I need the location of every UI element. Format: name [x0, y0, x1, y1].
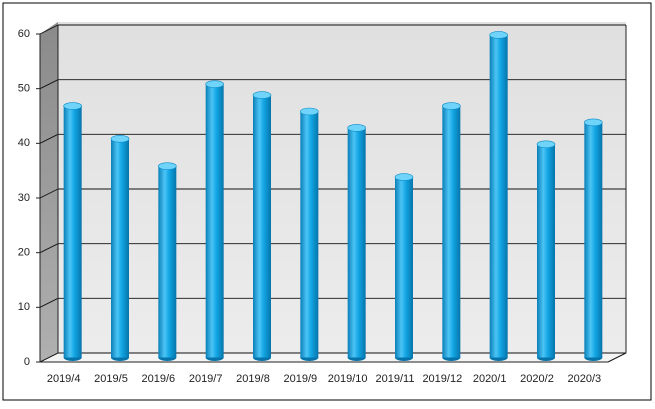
bar	[489, 34, 508, 358]
x-tick-label: 2019/11	[376, 373, 415, 385]
bar-cap	[584, 118, 603, 127]
bar	[111, 138, 129, 358]
bar	[537, 144, 555, 358]
bar-cap	[347, 124, 366, 132]
bar	[300, 111, 319, 358]
x-tick-label: 2019/6	[142, 373, 176, 385]
bar	[205, 84, 224, 358]
x-tick-label: 2019/12	[422, 373, 462, 385]
grid-line-side	[39, 24, 59, 35]
bar	[253, 95, 271, 358]
bar-cap	[489, 31, 508, 39]
bar-cap	[442, 102, 461, 110]
grid-line-side	[39, 297, 59, 308]
y-tick-label: 0	[24, 356, 30, 368]
x-tick-label: 2020/3	[568, 373, 602, 385]
bar	[347, 127, 366, 358]
grid-line-side	[39, 79, 59, 90]
y-tick-label: 10	[18, 301, 30, 313]
y-tick-label: 20	[18, 247, 30, 259]
bar-cap	[110, 135, 130, 143]
y-tick-label: 60	[18, 28, 30, 40]
x-tick-label: 2019/4	[47, 373, 81, 385]
grid-line-side	[39, 352, 59, 363]
x-tick-label: 2020/1	[473, 373, 507, 385]
y-tick-label: 30	[18, 192, 30, 204]
side-wall	[40, 22, 58, 362]
x-tick-label: 2019/8	[236, 373, 270, 385]
x-tick-label: 2019/5	[94, 373, 128, 385]
bar-cap	[300, 107, 319, 116]
bar-cap	[394, 173, 414, 181]
x-tick-label: 2019/10	[328, 373, 368, 385]
bar-cap	[158, 162, 177, 170]
bar	[63, 106, 82, 358]
bar	[442, 106, 461, 358]
bar	[158, 166, 177, 358]
grid-line-side	[39, 243, 59, 254]
bar	[584, 122, 603, 358]
bar-cap	[205, 80, 224, 88]
bar	[395, 177, 413, 358]
back-edge	[607, 352, 627, 363]
x-tick-label: 2020/2	[520, 373, 554, 385]
y-tick-label: 40	[18, 137, 30, 149]
back-wall	[58, 22, 626, 353]
x-tick-label: 2019/7	[189, 373, 223, 385]
bar-cap	[536, 140, 556, 149]
grid-line-side	[39, 133, 59, 144]
grid-line-side	[39, 188, 59, 199]
y-tick-label: 50	[18, 83, 30, 95]
bar-cap	[63, 102, 82, 110]
bar-cap	[252, 91, 272, 99]
x-tick-label: 2019/9	[284, 373, 318, 385]
